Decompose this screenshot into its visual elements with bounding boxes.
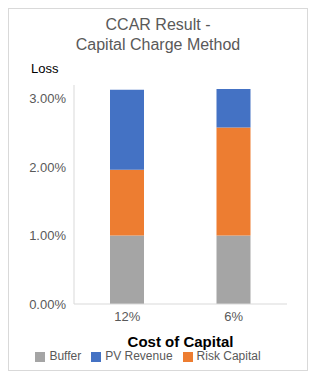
html-text:PV Revenue: PV Revenue (105, 349, 173, 363)
svg-text:Cost of Capital: Cost of Capital (128, 333, 234, 350)
html-text:Risk Capital: Risk Capital (196, 349, 261, 363)
svg-text:1.00%: 1.00% (29, 228, 66, 243)
html-text:Buffer: Buffer (49, 349, 82, 363)
svg-text:2.00%: 2.00% (29, 160, 66, 175)
svg-text:12%: 12% (114, 309, 140, 324)
svg-text:3.00%: 3.00% (29, 91, 66, 106)
html-text:Loss: Loss (31, 61, 59, 76)
html-text:Capital Charge Method: Capital Charge Method (75, 36, 241, 53)
html-text:CCAR Result -: CCAR Result - (105, 16, 211, 33)
svg-text:0.00%: 0.00% (29, 297, 66, 312)
svg-text:6%: 6% (224, 309, 243, 324)
